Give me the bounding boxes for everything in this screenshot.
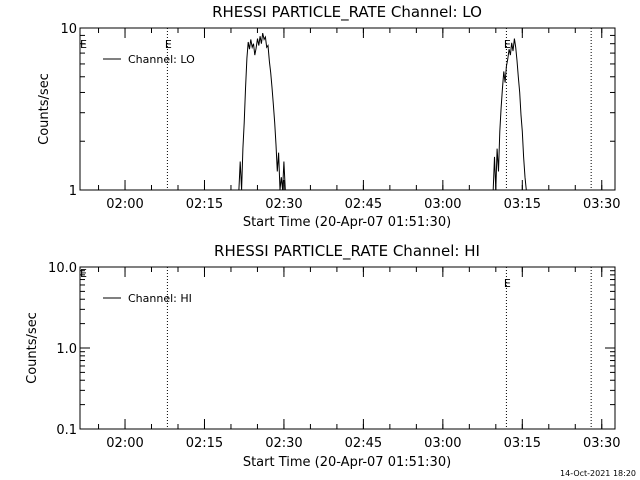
hi-legend: Channel: HI [103, 292, 192, 305]
x-tick-label: 02:30 [265, 197, 302, 212]
x-tick-label: 03:30 [583, 197, 620, 212]
y-tick-label: 10 [60, 22, 77, 37]
x-tick-label: 02:15 [186, 197, 223, 212]
hi-chart-title: RHESSI PARTICLE_RATE Channel: HI [214, 242, 480, 261]
lo-series [238, 32, 527, 191]
x-tick-label: 03:30 [583, 436, 620, 451]
lo-chart-title: RHESSI PARTICLE_RATE Channel: LO [212, 3, 482, 22]
hi-left-event-marker: E [80, 267, 87, 280]
event-line-label: E [504, 277, 511, 290]
y-tick-label: 1.0 [56, 342, 77, 357]
hi-y-axis-label: Counts/sec [25, 312, 40, 384]
lo-legend-label: Channel: LO [128, 53, 195, 66]
x-tick-label: 02:15 [186, 436, 223, 451]
plot-timestamp: 14-Oct-2021 18:20 [560, 469, 636, 478]
lo-x-axis: 02:00 02:15 02:30 02:45 03:00 03:15 03:30 [98, 28, 620, 212]
lo-plot-frame [79, 27, 616, 191]
lo-x-axis-label: Start Time (20-Apr-07 01:51:30) [243, 215, 451, 230]
hi-x-axis-label: Start Time (20-Apr-07 01:51:30) [243, 455, 451, 470]
series-line [492, 38, 527, 191]
lo-legend: Channel: LO [103, 53, 195, 66]
x-tick-label: 02:45 [345, 436, 382, 451]
y-tick-label: 0.1 [56, 423, 77, 438]
lo-y-axis: 1 10 [60, 22, 615, 199]
x-tick-label: 03:15 [504, 436, 541, 451]
x-tick-label: 03:00 [424, 436, 461, 451]
x-tick-label: 02:00 [106, 436, 143, 451]
hi-legend-label: Channel: HI [128, 292, 192, 305]
event-line-label: E [504, 38, 511, 51]
hi-y-axis: 0.1 1.0 10.0 [48, 261, 615, 438]
hi-channel-panel: RHESSI PARTICLE_RATE Channel: HI 0.1 1.0 1… [25, 242, 620, 470]
lo-y-axis-label: Counts/sec [37, 73, 52, 145]
x-tick-label: 02:30 [265, 436, 302, 451]
lo-channel-panel: RHESSI PARTICLE_RATE Channel: LO 1 10 02:… [37, 3, 620, 230]
event-line-label: E [165, 38, 172, 51]
x-tick-label: 02:45 [345, 197, 382, 212]
y-tick-label: 1 [69, 184, 77, 199]
y-tick-label: 10.0 [48, 261, 77, 276]
x-tick-label: 02:00 [106, 197, 143, 212]
hi-event-lines: E [166, 267, 592, 429]
series-line [238, 32, 286, 191]
hi-x-axis: 02:00 02:15 02:30 02:45 03:00 03:15 03:30 [98, 267, 620, 451]
x-tick-label: 03:15 [504, 197, 541, 212]
x-tick-label: 03:00 [424, 197, 461, 212]
lo-left-event-marker: E [80, 38, 87, 51]
